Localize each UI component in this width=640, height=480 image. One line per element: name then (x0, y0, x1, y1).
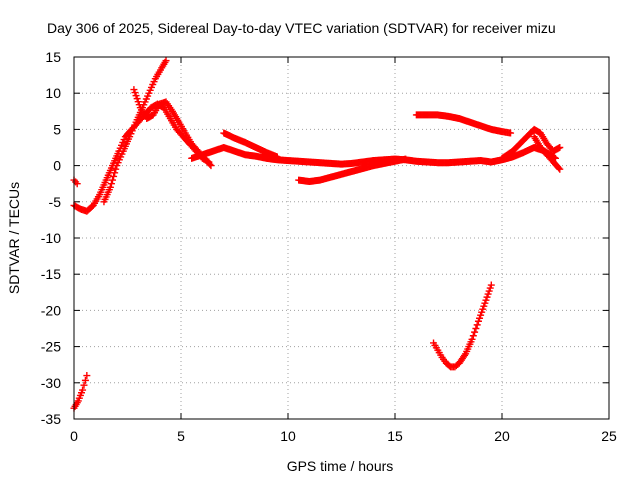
data-point (112, 165, 120, 173)
x-tick-label: 5 (177, 428, 185, 444)
plot-frame (73, 56, 610, 420)
y-tick-label: 0 (53, 158, 61, 174)
x-tick-label: 10 (280, 428, 296, 444)
data-point (111, 169, 119, 177)
series-arc-10 (498, 125, 564, 162)
x-tick-label: 15 (387, 428, 403, 444)
y-tick-label: 10 (45, 85, 61, 101)
chart-title: Day 306 of 2025, Sidereal Day-to-day VTE… (47, 20, 556, 36)
data-point (556, 144, 564, 151)
series-arc-7 (220, 129, 281, 161)
y-tick-label: -20 (41, 302, 61, 318)
data-point (109, 176, 117, 184)
data-point (556, 165, 564, 173)
data-point (472, 325, 480, 332)
data-point (206, 160, 214, 168)
y-tick-label: -5 (49, 194, 62, 210)
x-axis-label: GPS time / hours (287, 458, 394, 474)
series-arc-5 (130, 86, 215, 170)
data-point (80, 381, 88, 389)
y-tick-label: 5 (53, 121, 61, 137)
data-point (106, 183, 114, 191)
data-point (83, 372, 91, 380)
y-tick-labels: -35 -30 -25 -20 -15 -10 -5 0 5 10 15 (41, 49, 61, 427)
series-arc-12 (430, 281, 495, 371)
y-tick-label: -25 (41, 339, 61, 355)
grid (74, 57, 609, 419)
data-point (110, 172, 118, 180)
x-tick-labels: 0 5 10 15 20 25 (70, 428, 617, 444)
data-point (468, 335, 476, 343)
y-tick-label: -35 (41, 411, 61, 427)
data-point (461, 351, 469, 359)
y-tick-label: -15 (41, 266, 61, 282)
data-point (471, 328, 479, 336)
data-point (207, 162, 215, 170)
data-point (73, 180, 81, 188)
data-point (162, 57, 170, 65)
data-point (79, 386, 87, 394)
x-tick-label: 25 (601, 428, 617, 444)
data-point (487, 281, 495, 289)
series-arc-8 (295, 155, 410, 186)
data-point (81, 376, 89, 384)
data-point (273, 153, 281, 161)
data-point (507, 129, 515, 137)
series-arc-9 (412, 111, 515, 137)
y-tick-label: -10 (41, 230, 61, 246)
data-points (70, 57, 564, 412)
data-point (402, 155, 410, 163)
data-point (473, 321, 481, 329)
series-arc-11 (530, 133, 564, 173)
x-tick-label: 0 (70, 428, 78, 444)
data-point (107, 180, 115, 188)
y-tick-label: -30 (41, 375, 61, 391)
x-tick-label: 20 (494, 428, 510, 444)
y-tick-label: 15 (45, 49, 61, 65)
data-point (469, 332, 477, 340)
data-point (555, 164, 563, 172)
y-axis-label: SDTVAR / TECUs (6, 182, 22, 294)
